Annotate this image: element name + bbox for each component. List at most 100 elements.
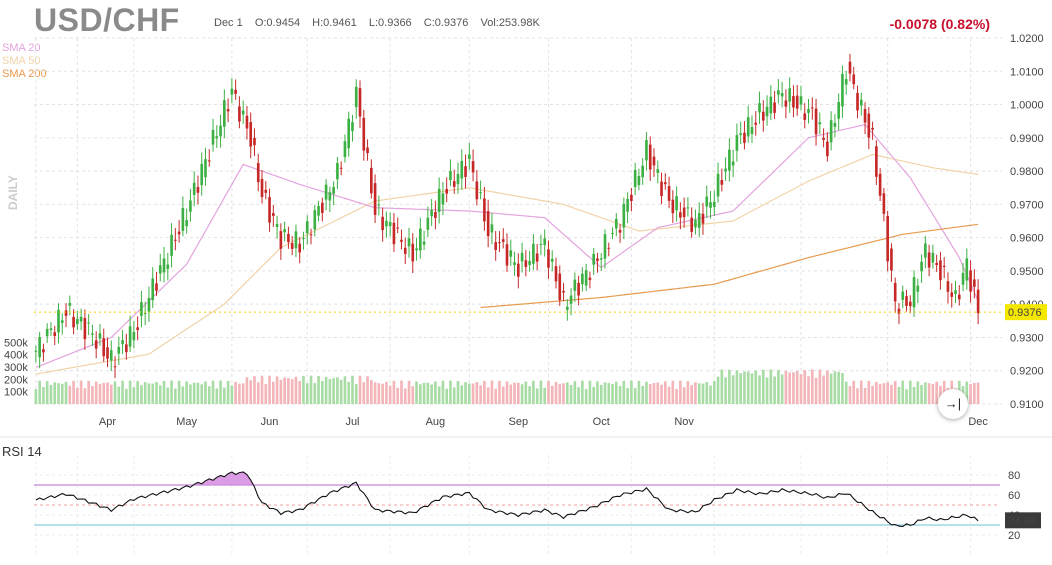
candle-body — [147, 297, 151, 312]
candle-body — [535, 253, 539, 262]
volume-bar — [562, 383, 565, 404]
legend-sma20[interactable]: SMA 20 — [2, 42, 41, 54]
candle-body — [618, 230, 622, 233]
candle-body — [219, 125, 222, 137]
volume-bar — [400, 380, 403, 404]
candle-body — [890, 248, 893, 271]
candle-body — [735, 135, 739, 151]
candle-body — [38, 337, 41, 358]
candle-body — [426, 217, 430, 230]
volume-bar — [652, 382, 656, 404]
candle-body — [192, 182, 196, 195]
candle-body — [279, 231, 283, 249]
candle-body — [407, 238, 411, 247]
volume-bar — [769, 369, 773, 404]
volume-bar — [385, 381, 388, 404]
candle-body — [584, 270, 588, 286]
candle-body — [294, 231, 298, 249]
candle-body — [128, 326, 132, 347]
candle-body — [136, 327, 139, 331]
volume-bar — [45, 381, 49, 404]
candle-body — [777, 90, 780, 95]
volume-bar — [170, 380, 173, 404]
volume-bar — [539, 380, 543, 404]
candle-body — [140, 302, 143, 316]
candle-body — [34, 350, 38, 352]
candle-body — [875, 146, 878, 177]
candle-body — [230, 88, 234, 95]
candle-body — [603, 234, 607, 259]
candle-body — [441, 193, 445, 205]
volume-bar — [125, 388, 128, 404]
volume-bar — [792, 372, 795, 404]
volume-bar — [94, 381, 98, 404]
candle-body — [211, 129, 215, 145]
candle-body — [166, 264, 170, 269]
volume-bar — [418, 384, 422, 404]
volume-bar — [155, 381, 158, 404]
volume-bar — [822, 375, 825, 404]
volume-bar — [663, 381, 667, 404]
candle-body — [381, 216, 384, 231]
volume-bar — [132, 387, 136, 404]
volume-bar — [467, 383, 471, 404]
candle-body — [434, 211, 437, 218]
volume-bar — [207, 386, 211, 404]
volume-bar — [965, 381, 969, 404]
candle-body — [351, 122, 354, 132]
candle-body — [298, 243, 302, 253]
candle-body — [965, 258, 969, 281]
volume-axis-tick: 400k — [4, 350, 28, 362]
volume-bar — [810, 369, 814, 404]
volume-bar — [38, 380, 41, 404]
candle-body — [712, 201, 716, 208]
candle-body — [765, 106, 769, 117]
volume-bar — [592, 386, 596, 404]
volume-bar — [200, 384, 204, 404]
volume-bar — [690, 385, 693, 404]
volume-bar — [83, 388, 87, 404]
candle-body — [174, 239, 177, 241]
volume-bar — [366, 376, 369, 404]
candle-body — [942, 265, 946, 267]
candle-body — [430, 210, 433, 217]
candle-body — [445, 188, 449, 194]
volume-bar — [158, 385, 162, 404]
volume-bar — [422, 382, 426, 404]
volume-bar — [449, 380, 452, 404]
candle-body — [117, 346, 121, 354]
candle-body — [362, 117, 366, 151]
volume-bar — [60, 383, 64, 404]
volume-bar — [253, 376, 256, 404]
volume-bar — [878, 383, 882, 404]
volume-bar — [230, 385, 234, 404]
volume-bar — [630, 380, 633, 404]
candle-body — [532, 243, 535, 264]
candle-body — [170, 234, 173, 256]
candle-body — [189, 200, 192, 212]
candle-body — [558, 273, 562, 301]
ohlc-close: C:0.9376 — [423, 17, 469, 29]
volume-bar — [709, 385, 712, 404]
volume-bar — [848, 386, 852, 404]
volume-bar — [275, 376, 279, 404]
candle-body — [369, 167, 373, 194]
volume-bar — [377, 383, 381, 404]
month-tick: Oct — [593, 416, 610, 428]
candle-body — [761, 111, 765, 121]
candle-body — [641, 165, 645, 178]
volume-bar — [411, 386, 415, 404]
candle-body — [302, 238, 305, 240]
price-axis-tick: 0.9200 — [1010, 366, 1044, 378]
scroll-to-latest-button[interactable]: →| — [938, 389, 968, 419]
volume-bar — [143, 382, 147, 404]
volume-bar — [532, 380, 535, 404]
legend-sma50[interactable]: SMA 50 — [2, 55, 41, 67]
price-axis-tick: 1.0100 — [1010, 66, 1044, 78]
candle-body — [260, 178, 264, 198]
last-price-label: 0.9376 — [1008, 307, 1042, 319]
volume-bar — [68, 385, 72, 404]
month-tick: Dec — [968, 416, 988, 428]
volume-bar — [162, 381, 166, 404]
